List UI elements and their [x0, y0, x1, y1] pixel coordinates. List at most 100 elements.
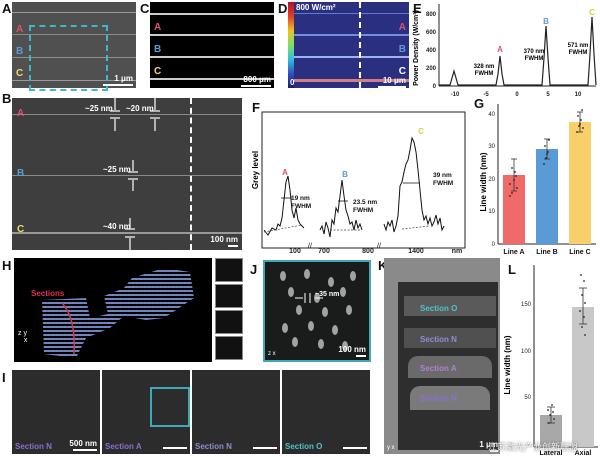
axis-indicator: y x	[387, 445, 395, 451]
scale-bar	[253, 447, 277, 449]
line-label-c: C	[398, 66, 406, 77]
scale-bar: 1 μm	[479, 440, 498, 452]
svg-text:C: C	[589, 8, 595, 17]
colorbar-min-label: 0	[290, 78, 295, 87]
svg-text://: //	[377, 243, 381, 250]
scale-bar	[163, 447, 187, 449]
panel-j-sem-image: ~35 nm z x 100 nm	[263, 260, 371, 362]
svg-text:30: 30	[488, 144, 495, 150]
thumbnail-n	[215, 258, 243, 282]
svg-text:FWHM: FWHM	[569, 50, 588, 56]
svg-text:FWHM: FWHM	[433, 180, 453, 187]
panel-d-power-map: 800 W/cm² 0 A B C 10 μm	[290, 2, 409, 88]
svg-text:C: C	[418, 127, 424, 136]
scale-bar: 100 nm	[338, 345, 366, 357]
svg-text:Line C: Line C	[569, 249, 590, 256]
svg-text:B: B	[543, 17, 549, 26]
colorbar-max-label: 800 W/cm²	[296, 3, 336, 12]
thumbnail-a	[215, 284, 243, 308]
scale-bar	[343, 447, 367, 449]
scale-bar: 10 μm	[378, 76, 406, 88]
section-image-o: Section O	[282, 370, 370, 454]
panel-h-3d-render: Sections z y x	[14, 258, 212, 362]
panel-label-f: F	[252, 100, 260, 115]
axis-indicator: z y x	[18, 330, 28, 344]
width-annotation: ~20 nm	[126, 104, 154, 113]
svg-text:5: 5	[546, 92, 550, 98]
svg-text:23.5 nm: 23.5 nm	[353, 199, 377, 206]
svg-text:100: 100	[289, 248, 301, 255]
panel-label-d: D	[278, 1, 288, 16]
letter-thumbnails	[215, 258, 243, 362]
svg-text:FWHM: FWHM	[353, 207, 373, 214]
arrow-markers	[110, 98, 160, 250]
width-annotation: ~40 nm	[103, 222, 131, 231]
svg-text:370 nm: 370 nm	[524, 49, 545, 55]
svg-text:Lateral: Lateral	[540, 450, 563, 457]
svg-text:20: 20	[488, 177, 495, 183]
svg-text:19 nm: 19 nm	[291, 195, 310, 202]
profile-line	[190, 98, 192, 250]
svg-text:800: 800	[362, 248, 374, 255]
svg-text:10: 10	[575, 92, 582, 98]
colorbar	[288, 2, 294, 88]
line-label-b: B	[17, 168, 25, 179]
svg-text:0: 0	[433, 84, 437, 90]
chart-e-power-density: Power Density (W/cm²) 0 200 400 600 800 -10 -…	[413, 4, 597, 98]
thumbnail-n	[215, 310, 243, 334]
axis-indicator: z x	[268, 351, 276, 357]
panel-b-sem-image: A B C ~25 nm ~20 nm ~25 nm ~40 nm 100 nm	[12, 98, 242, 250]
spacing-annotation: ~35 nm	[315, 291, 340, 298]
profile-line	[359, 2, 361, 88]
width-annotation: ~25 nm	[103, 165, 131, 174]
svg-text:1400: 1400	[408, 248, 424, 255]
thumbnail-o	[215, 336, 243, 360]
panel-label-i: I	[2, 370, 6, 385]
svg-text:Line B: Line B	[536, 249, 557, 256]
y-axis-label: Line width (nm)	[503, 335, 512, 394]
y-axis-label: Power Density (W/cm²)	[413, 10, 420, 86]
zoom-region-box	[150, 387, 190, 427]
line-label-a: A	[154, 22, 162, 33]
svg-text:0: 0	[492, 242, 496, 248]
svg-text:100: 100	[521, 349, 532, 355]
line-label-b: B	[154, 44, 162, 55]
svg-text:Line A: Line A	[503, 249, 524, 256]
watermark: 江苏激光产业创新联盟	[488, 442, 579, 452]
scale-bar: 100 nm	[210, 235, 238, 247]
svg-text:B: B	[342, 170, 348, 179]
panel-c-optical-image: A B C 800 μm	[150, 2, 274, 88]
svg-text:-10: -10	[451, 92, 460, 98]
svg-text:FWHM: FWHM	[291, 203, 311, 210]
width-annotation: ~25 nm	[85, 104, 113, 113]
line-label-b: B	[398, 44, 406, 55]
svg-text:A: A	[282, 168, 288, 177]
panel-label-a: A	[2, 1, 12, 16]
panel-k-fib-sem-image: Section O Section N Section A Section N …	[384, 258, 500, 454]
line-label-c: C	[154, 66, 162, 77]
line-label-a: A	[17, 108, 25, 119]
panel-label-k: K	[378, 258, 388, 273]
svg-text:FWHM: FWHM	[525, 56, 544, 62]
line-label-a: A	[16, 24, 24, 35]
svg-text:400: 400	[426, 48, 437, 54]
panel-label-g: G	[474, 96, 485, 111]
scale-bar: 800 μm	[241, 75, 271, 87]
line-label-c: C	[16, 68, 24, 79]
line-label-b: B	[16, 46, 24, 57]
svg-text:328 nm: 328 nm	[474, 64, 495, 70]
svg-text:nm: nm	[452, 248, 463, 255]
svg-text://: //	[308, 243, 312, 250]
svg-text:Axial: Axial	[575, 450, 592, 457]
scale-bar: 500 nm	[69, 439, 97, 451]
svg-text:0: 0	[515, 92, 519, 98]
svg-text:800: 800	[426, 12, 437, 18]
panel-label-l: L	[508, 262, 516, 277]
svg-text:39 nm: 39 nm	[433, 172, 452, 179]
svg-text:FWHM: FWHM	[475, 71, 494, 77]
svg-text:700: 700	[318, 248, 330, 255]
chart-f-grey-level: Grey level 100 700 800 1400 nm // // A B C 19…	[251, 111, 466, 255]
panel-label-b: B	[2, 91, 12, 106]
svg-text:A: A	[497, 45, 503, 54]
